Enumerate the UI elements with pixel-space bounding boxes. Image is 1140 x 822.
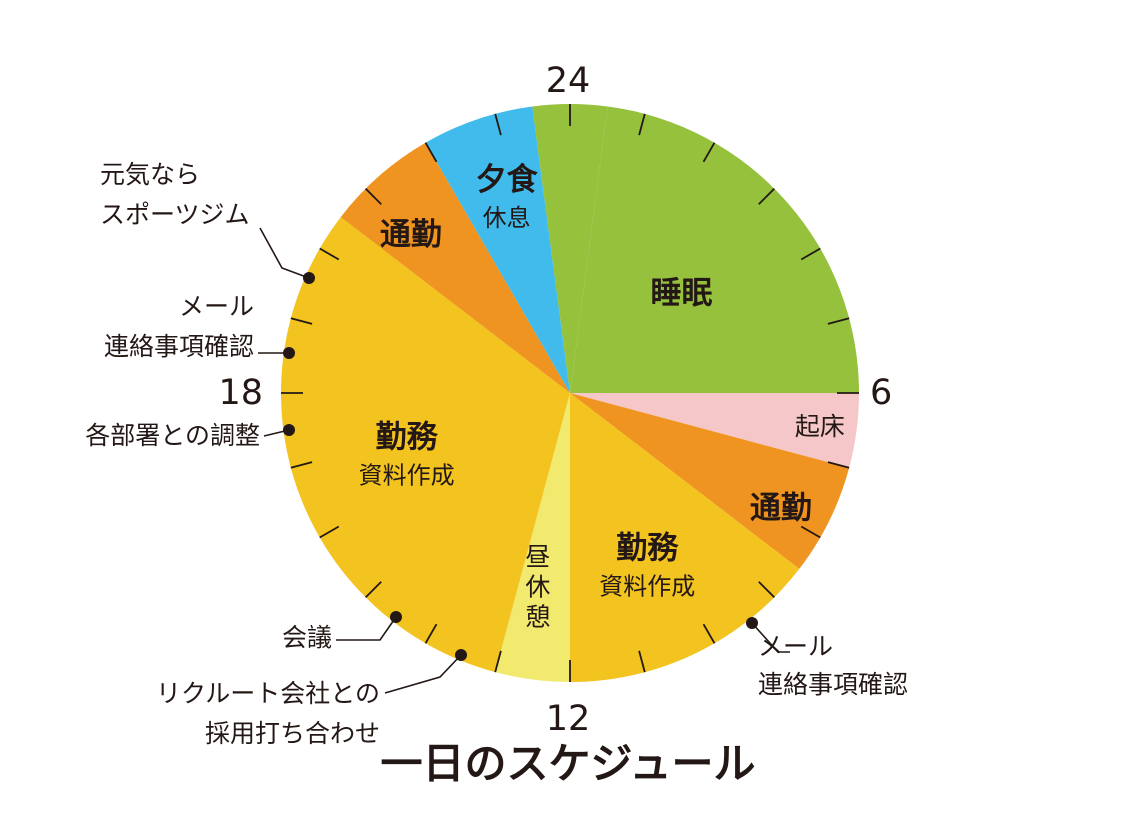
annotation-leader bbox=[259, 227, 310, 279]
hour-tick bbox=[290, 461, 313, 469]
annotation-text: 会議 bbox=[282, 623, 332, 652]
segment-label-vertical: 憩 bbox=[525, 602, 550, 631]
hour-ticks bbox=[281, 104, 859, 682]
hour-tick bbox=[758, 581, 775, 598]
hour-tick bbox=[424, 142, 438, 163]
segment-label-main: 勤務 bbox=[616, 531, 679, 567]
segment-label-main: 勤務 bbox=[376, 420, 439, 456]
annotation-text: 連絡事項確認 bbox=[104, 332, 254, 361]
segment-label-main: 通勤 bbox=[750, 491, 812, 527]
segment-label-vertical: 休 bbox=[525, 572, 550, 601]
hour-tick bbox=[638, 113, 646, 136]
hour-tick bbox=[424, 623, 438, 644]
annotation-dot bbox=[390, 611, 402, 623]
annotations: メール連絡事項確認リクルート会社との採用打ち合わせ会議各部署との調整メール連絡事… bbox=[85, 160, 908, 748]
segment-label-sub: 資料作成 bbox=[599, 573, 695, 601]
annotation-text: 採用打ち合わせ bbox=[205, 719, 380, 748]
segment-label-vertical: 昼 bbox=[525, 542, 550, 571]
annotation-dot bbox=[283, 347, 295, 359]
hour-tick bbox=[800, 525, 821, 539]
hour-label: 18 bbox=[218, 373, 263, 413]
hour-labels: 24 6 12 18 bbox=[218, 61, 892, 739]
annotation-leader bbox=[336, 616, 397, 641]
hour-tick bbox=[319, 525, 340, 539]
hour-tick bbox=[365, 581, 382, 598]
annotation-text: メール bbox=[179, 292, 254, 321]
annotation-text: 元気なら bbox=[100, 160, 200, 189]
pie-slice-7 bbox=[425, 106, 570, 393]
pie-slice-5 bbox=[281, 217, 570, 673]
annotation-text: リクルート会社との bbox=[156, 679, 380, 708]
hour-tick bbox=[702, 142, 716, 163]
annotation-text: 連絡事項確認 bbox=[758, 670, 908, 699]
annotation-leader bbox=[384, 654, 462, 694]
hour-tick bbox=[319, 247, 340, 261]
annotation-leader bbox=[751, 622, 790, 653]
annotation-dot bbox=[746, 617, 758, 629]
pie-slice-3 bbox=[570, 393, 800, 682]
annotation-text: スポーツジム bbox=[100, 200, 250, 229]
hour-label: 12 bbox=[546, 699, 591, 739]
hour-tick bbox=[702, 623, 716, 644]
segment-label-sub: 資料作成 bbox=[359, 462, 455, 490]
hour-label: 6 bbox=[870, 373, 892, 413]
segment-label-sub: 起床 bbox=[795, 412, 845, 441]
hour-tick bbox=[827, 461, 850, 469]
hour-tick bbox=[800, 247, 821, 261]
hour-tick bbox=[638, 650, 646, 673]
annotation-dot bbox=[455, 649, 467, 661]
segment-label-sub: 休息 bbox=[483, 204, 531, 232]
annotation-dot bbox=[303, 272, 315, 284]
annotation-text: メール bbox=[758, 632, 833, 661]
hour-tick bbox=[365, 188, 382, 205]
pie-slice-2 bbox=[570, 393, 850, 569]
hour-tick bbox=[827, 317, 850, 325]
hour-tick bbox=[494, 113, 502, 136]
segment-label-main: 睡眠 bbox=[650, 276, 712, 312]
hour-tick bbox=[290, 317, 313, 325]
pie-slice-8 bbox=[532, 103, 608, 393]
chart-title: 一日のスケジュール bbox=[380, 739, 755, 788]
pie-slice-1 bbox=[570, 393, 859, 468]
annotation-dot bbox=[283, 424, 295, 436]
annotation: 各部署との調整 bbox=[85, 421, 295, 450]
hour-tick bbox=[494, 650, 502, 673]
pie-slice-4 bbox=[495, 393, 570, 682]
hour-tick bbox=[758, 188, 775, 205]
segment-label-main: 夕食 bbox=[476, 162, 539, 198]
annotation: 会議 bbox=[282, 611, 402, 652]
segment-label-main: 通勤 bbox=[380, 217, 442, 253]
annotation-text: 各部署との調整 bbox=[85, 421, 260, 450]
pie-segments bbox=[281, 103, 859, 682]
hour-label: 24 bbox=[546, 61, 591, 101]
pie-slice-6 bbox=[340, 142, 570, 393]
pie-slice-0 bbox=[570, 106, 859, 393]
